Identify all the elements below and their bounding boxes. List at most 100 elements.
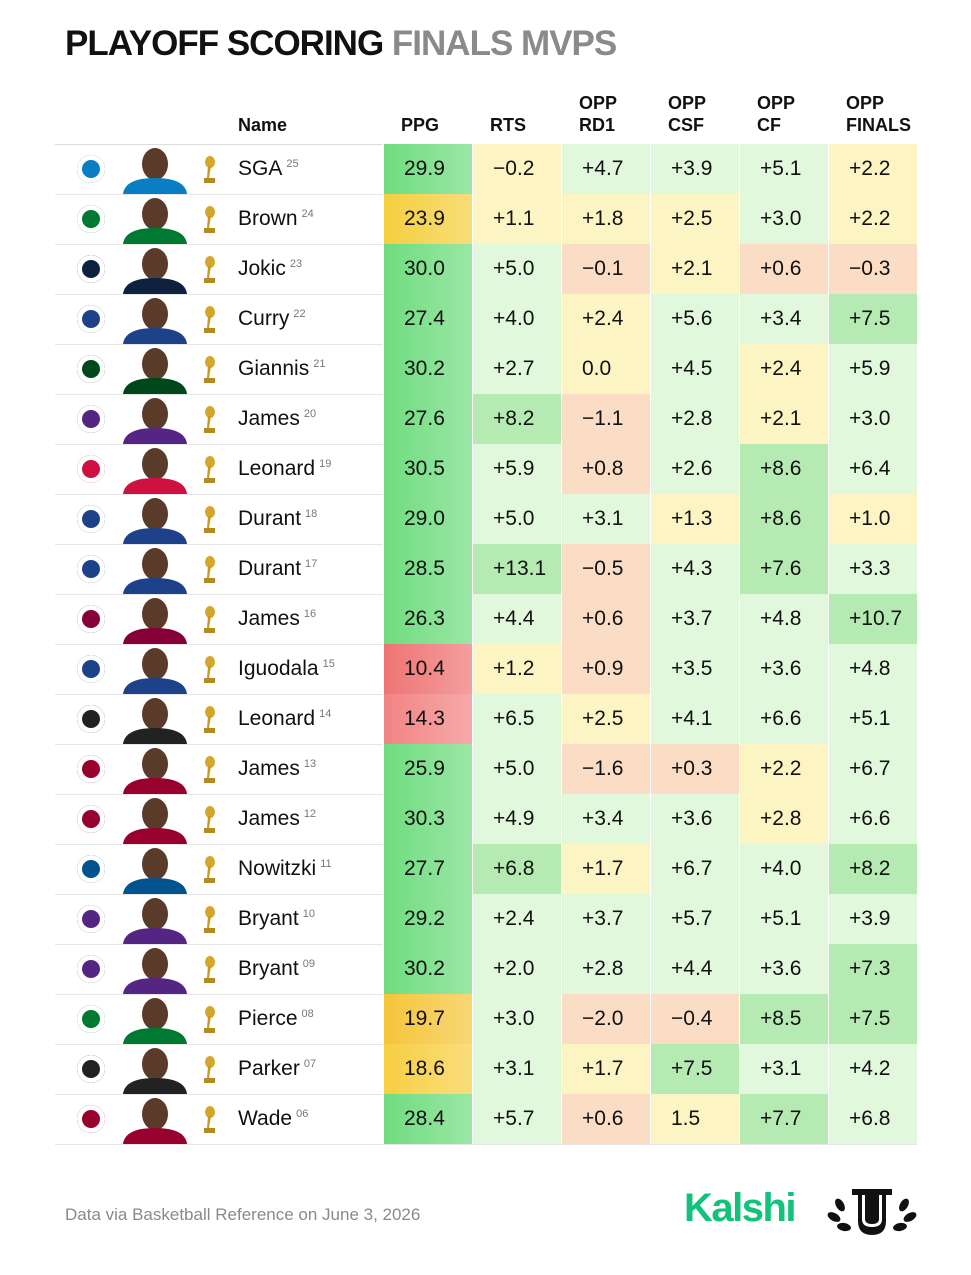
stat-cell: +10.7 — [828, 594, 917, 644]
trophy-icon — [201, 206, 217, 239]
player-photo — [115, 644, 195, 694]
stat-cell: +2.5 — [561, 694, 650, 744]
team-logo — [77, 805, 105, 833]
stat-cell: +5.0 — [472, 244, 561, 294]
table-row: Iguodala 15 10.4 +1.2 +0.9 +3.5 +3.6 +4.8 — [55, 644, 917, 695]
stat-cell: 30.2 — [383, 344, 472, 394]
team-logo — [77, 705, 105, 733]
title: PLAYOFF SCORING FINALS MVPS — [65, 24, 617, 64]
stat-cell: +4.0 — [739, 844, 828, 894]
name: James — [238, 407, 300, 430]
team-logo — [77, 405, 105, 433]
name: Parker — [238, 1057, 300, 1080]
table-row: James 13 25.9 +5.0 −1.6 +0.3 +2.2 +6.7 — [55, 744, 917, 795]
stat-cell: −0.2 — [472, 144, 561, 194]
stat-cell: +0.6 — [561, 1094, 650, 1144]
stat-cell: +3.6 — [650, 794, 739, 844]
name: Jokic — [238, 257, 286, 280]
stat-cell: +5.0 — [472, 494, 561, 544]
stat-cell: +3.0 — [828, 394, 917, 444]
stat-cell: +2.2 — [739, 744, 828, 794]
player-photo — [115, 394, 195, 444]
stat-cell: +2.4 — [739, 344, 828, 394]
name: Brown — [238, 207, 298, 230]
table-row: Leonard 14 14.3 +6.5 +2.5 +4.1 +6.6 +5.1 — [55, 694, 917, 745]
stat-cell: +13.1 — [472, 544, 561, 594]
stat-cell: +6.5 — [472, 694, 561, 744]
player-name: Wade 06 — [238, 1107, 308, 1131]
title-main: PLAYOFF SCORING — [65, 24, 384, 63]
header-line: OPP — [846, 93, 885, 113]
trophy-icon — [201, 406, 217, 439]
table-row: Durant 18 29.0 +5.0 +3.1 +1.3 +8.6 +1.0 — [55, 494, 917, 545]
stat-cell: +8.6 — [739, 444, 828, 494]
header-line: OPP — [757, 93, 796, 113]
player-photo — [115, 844, 195, 894]
column-header: OPP FINALS — [846, 92, 911, 136]
stat-cell: +6.7 — [650, 844, 739, 894]
player-photo — [115, 194, 195, 244]
stat-cell: +1.1 — [472, 194, 561, 244]
stat-cell: +2.2 — [828, 194, 917, 244]
name: Bryant — [238, 907, 299, 930]
season-year: 17 — [305, 558, 318, 570]
stat-cell: +4.7 — [561, 144, 650, 194]
season-year: 16 — [303, 608, 317, 620]
stat-cell: 30.5 — [383, 444, 472, 494]
stat-cell: +0.6 — [739, 244, 828, 294]
stat-cell: 28.5 — [383, 544, 472, 594]
stat-cell: 14.3 — [383, 694, 472, 744]
season-year: 09 — [302, 958, 315, 970]
stat-cell: +2.6 — [650, 444, 739, 494]
stat-cell: +2.8 — [739, 794, 828, 844]
player-photo — [115, 994, 195, 1044]
stat-cell: 27.4 — [383, 294, 472, 344]
team-logo — [77, 305, 105, 333]
stat-cell: −1.1 — [561, 394, 650, 444]
stat-cell: +6.4 — [828, 444, 917, 494]
team-logo — [77, 905, 105, 933]
stat-cell: +7.3 — [828, 944, 917, 994]
stat-cell: +3.6 — [739, 644, 828, 694]
table-row: Brown 24 23.9 +1.1 +1.8 +2.5 +3.0 +2.2 — [55, 194, 917, 245]
season-year: 21 — [313, 358, 326, 370]
table-row: Giannis 21 30.2 +2.7 0.0 +4.5 +2.4 +5.9 — [55, 344, 917, 395]
trophy-icon — [201, 256, 217, 289]
team-logo — [77, 255, 105, 283]
season-year: 12 — [303, 808, 317, 820]
stat-cell: +4.2 — [828, 1044, 917, 1094]
name: Bryant — [238, 957, 299, 980]
player-photo — [115, 1094, 195, 1144]
table-row: SGA 25 29.9 −0.2 +4.7 +3.9 +5.1 +2.2 — [55, 144, 917, 195]
stat-cell: 29.2 — [383, 894, 472, 944]
stat-cell: +4.8 — [739, 594, 828, 644]
stat-cell: +5.1 — [828, 694, 917, 744]
table-row: James 12 30.3 +4.9 +3.4 +3.6 +2.8 +6.6 — [55, 794, 917, 845]
team-logo — [77, 1055, 105, 1083]
trophy-icon — [201, 906, 217, 939]
stat-cell: 30.2 — [383, 944, 472, 994]
name: Iguodala — [238, 657, 319, 680]
column-header: PPG — [401, 114, 439, 136]
stat-cell: 29.0 — [383, 494, 472, 544]
column-header: RTS — [490, 114, 526, 136]
stat-cell: 27.6 — [383, 394, 472, 444]
name: Leonard — [238, 707, 316, 730]
season-year: 11 — [320, 858, 332, 870]
stat-cell: +3.6 — [739, 944, 828, 994]
stat-cell: +1.3 — [650, 494, 739, 544]
table-row: Leonard 19 30.5 +5.9 +0.8 +2.6 +8.6 +6.4 — [55, 444, 917, 495]
player-photo — [115, 144, 195, 194]
table-row: Wade 06 28.4 +5.7 +0.6 1.5 +7.7 +6.8 — [55, 1094, 917, 1145]
stat-cell: +4.4 — [472, 594, 561, 644]
column-header: Name — [238, 114, 287, 136]
team-logo — [77, 1105, 105, 1133]
stat-cell: +6.7 — [828, 744, 917, 794]
stat-cell: 10.4 — [383, 644, 472, 694]
player-photo — [115, 894, 195, 944]
trophy-icon — [201, 606, 217, 639]
table-row: Pierce 08 19.7 +3.0 −2.0 −0.4 +8.5 +7.5 — [55, 994, 917, 1045]
season-year: 06 — [296, 1108, 309, 1120]
stat-cell: 1.5 — [650, 1094, 739, 1144]
stat-cell: +4.0 — [472, 294, 561, 344]
